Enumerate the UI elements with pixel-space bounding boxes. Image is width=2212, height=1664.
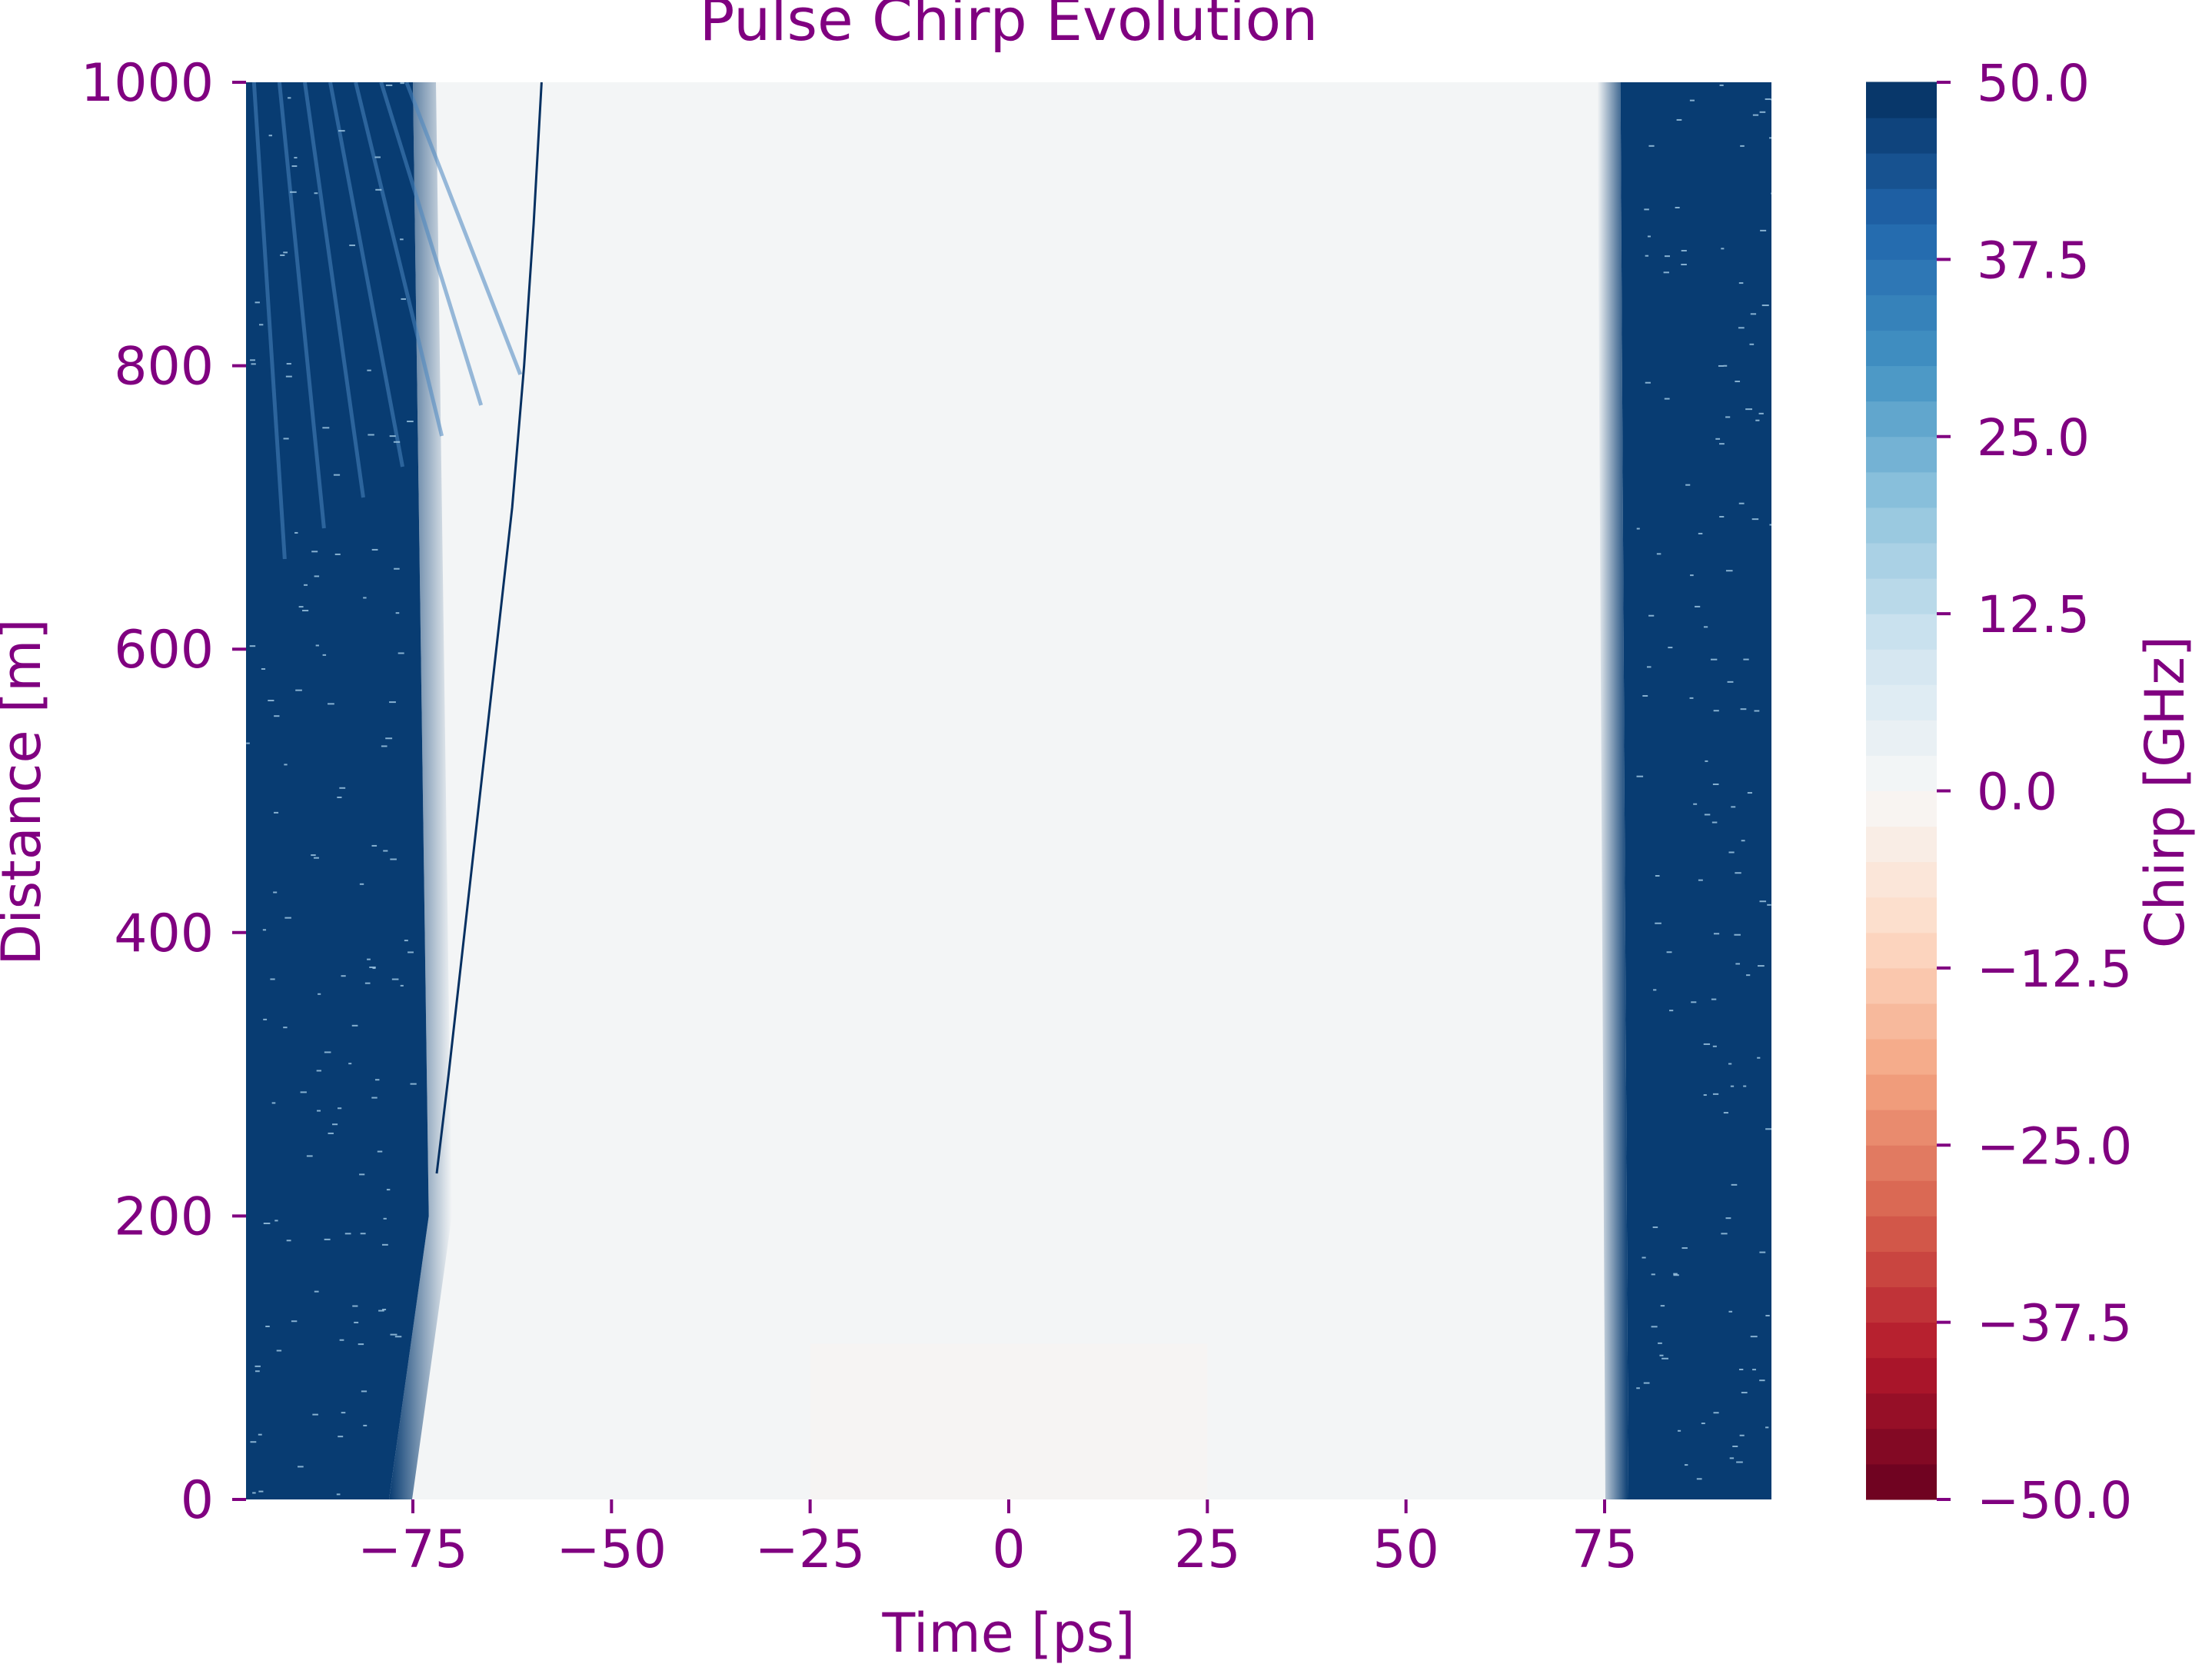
chart-title: Pulse Chirp Evolution xyxy=(700,0,1319,54)
colorbar-level xyxy=(1866,897,1937,934)
colorbar-level xyxy=(1866,507,1937,544)
negative-chirp-region xyxy=(810,1343,1208,1499)
colorbar-level xyxy=(1866,861,1937,898)
right-band-fade xyxy=(1597,82,1628,1499)
colorbar-level xyxy=(1866,471,1937,508)
colorbar-level xyxy=(1866,577,1937,614)
colorbar-level xyxy=(1866,258,1937,295)
colorbar-level xyxy=(1866,613,1937,650)
x-tick-label: 0 xyxy=(992,1519,1025,1580)
x-tick-label: 75 xyxy=(1572,1519,1638,1580)
colorbar-level xyxy=(1866,1322,1937,1359)
colorbar-level xyxy=(1866,223,1937,260)
colorbar-level xyxy=(1866,365,1937,402)
y-tick-label: 800 xyxy=(114,337,214,398)
plot-area xyxy=(246,82,1771,1499)
y-tick-label: 200 xyxy=(114,1186,214,1247)
colorbar-level xyxy=(1866,1180,1937,1216)
colorbar-level xyxy=(1866,967,1937,1004)
left-band-fade xyxy=(389,82,452,1499)
colorbar-tick-label: 50.0 xyxy=(1977,54,2090,113)
colorbar-tick-label: 37.5 xyxy=(1977,231,2090,290)
colorbar xyxy=(1866,82,1937,1500)
colorbar-level xyxy=(1866,117,1937,154)
y-tick-label: 1000 xyxy=(81,53,214,114)
x-tick-label: −25 xyxy=(755,1519,866,1580)
y-tick-label: 400 xyxy=(114,904,214,964)
x-tick-label: −50 xyxy=(557,1519,667,1580)
colorbar-tick-label: −50.0 xyxy=(1977,1471,2132,1530)
colorbar-level xyxy=(1866,1073,1937,1110)
colorbar-level xyxy=(1866,826,1937,863)
colorbar-level xyxy=(1866,719,1937,756)
colorbar-tick-label: −37.5 xyxy=(1977,1294,2132,1353)
colorbar-level xyxy=(1866,790,1937,827)
colorbar-tick-label: 0.0 xyxy=(1977,763,2057,822)
colorbar-level xyxy=(1866,188,1937,225)
colorbar-level xyxy=(1866,152,1937,189)
colorbar-axis: 50.0 37.5 25.0 12.5 0.0 −12.5 −25.0 −37.5 −50.0 xyxy=(1937,54,2132,1530)
right-positive-chirp-band xyxy=(1620,82,1771,1499)
left-band-streaks xyxy=(251,82,523,560)
x-axis-label: Time [ps] xyxy=(881,1602,1135,1664)
colorbar-level xyxy=(1866,648,1937,685)
colorbar-level xyxy=(1866,1038,1937,1075)
colorbar-level xyxy=(1866,1215,1937,1252)
colorbar-tick-label: −25.0 xyxy=(1977,1117,2132,1176)
y-axis-label: Distance [m] xyxy=(0,618,53,965)
colorbar-tick-label: 25.0 xyxy=(1977,408,2090,468)
colorbar-level xyxy=(1866,294,1937,331)
colorbar-label: Chirp [GHz] xyxy=(2134,636,2197,948)
colorbar-tick-label: −12.5 xyxy=(1977,940,2132,999)
colorbar-level xyxy=(1866,1357,1937,1394)
y-axis: 0 200 400 600 800 1000 xyxy=(81,53,246,1531)
colorbar-level xyxy=(1866,1428,1937,1465)
colorbar-level xyxy=(1866,1003,1937,1040)
colorbar-level xyxy=(1866,1109,1937,1146)
y-tick-label: 600 xyxy=(114,620,214,681)
colorbar-level xyxy=(1866,932,1937,969)
colorbar-level xyxy=(1866,1463,1937,1500)
colorbar-level xyxy=(1866,542,1937,579)
colorbar-level xyxy=(1866,684,1937,721)
chirp-trace-line xyxy=(435,82,543,1174)
x-axis: −75 −50 −25 0 25 50 75 xyxy=(358,1499,1638,1580)
x-tick-label: −75 xyxy=(358,1519,468,1580)
heatmap-background xyxy=(246,82,1771,1499)
colorbar-level xyxy=(1866,1393,1937,1429)
colorbar-level xyxy=(1866,754,1937,791)
colorbar-level xyxy=(1866,401,1937,438)
colorbar-level xyxy=(1866,1250,1937,1288)
left-positive-chirp-band xyxy=(246,82,429,1499)
y-tick-label: 0 xyxy=(181,1470,214,1531)
band-speckles xyxy=(246,82,1771,1496)
colorbar-level xyxy=(1866,82,1937,118)
colorbar-level xyxy=(1866,1286,1937,1323)
colorbar-tick-label: 12.5 xyxy=(1977,585,2090,644)
x-tick-label: 25 xyxy=(1174,1519,1241,1580)
colorbar-level xyxy=(1866,330,1937,367)
colorbar-level xyxy=(1866,1144,1937,1181)
colorbar-level xyxy=(1866,436,1937,473)
x-tick-label: 50 xyxy=(1372,1519,1439,1580)
